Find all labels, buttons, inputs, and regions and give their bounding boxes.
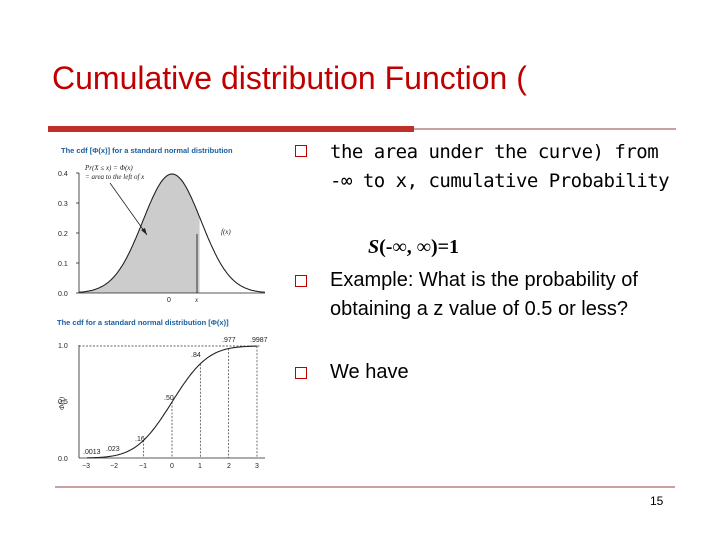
page-number: 15 <box>650 494 664 508</box>
cdf-point-label: .84 <box>191 352 201 359</box>
cdf-point-label: .0013 <box>83 449 101 456</box>
cdf-y-tick: 0.5 <box>58 399 68 406</box>
pdf-annotation: = area to the left of x <box>85 173 145 181</box>
annotation-arrow <box>109 182 148 236</box>
cdf-point-label: .9987 <box>250 337 268 344</box>
cdf-y-axis-label: Φ(x) <box>58 396 66 410</box>
pdf-y-tick: 0.0 <box>58 291 68 298</box>
cdf-x-tick: 2 <box>227 463 231 470</box>
cdf-curve <box>87 345 257 459</box>
cdf-x-tick: 1 <box>198 463 202 470</box>
title-underline-thin <box>414 128 676 130</box>
pdf-figure-title: The cdf [Φ(x)] for a standard normal dis… <box>61 146 233 155</box>
cdf-point-label: .023 <box>106 446 120 453</box>
formula-args: (-∞, ∞)=1 <box>379 236 460 258</box>
cdf-y-tick: 0.0 <box>58 456 68 463</box>
pdf-curve <box>78 173 266 293</box>
title-underline <box>48 126 414 132</box>
normal-cdf-figure: The cdf for a standard normal distributi… <box>55 312 270 477</box>
annotation-arrowhead <box>141 228 147 235</box>
bullet-text: We have <box>330 361 409 383</box>
bullet-text: the area under the curve) from -∞ to x, … <box>330 141 670 192</box>
pdf-y-tick: 0.2 <box>58 231 68 238</box>
cdf-x-tick: 3 <box>255 463 259 470</box>
cdf-figure-title: The cdf for a standard normal distributi… <box>57 318 229 327</box>
pdf-annotation: Pr(X ≤ x) = Φ(x) <box>84 164 133 172</box>
cdf-point-label: .16 <box>135 436 145 443</box>
cdf-point-label: .977 <box>222 337 236 344</box>
pdf-y-tick: 0.4 <box>58 171 68 178</box>
pdf-x-tick: x <box>194 296 199 304</box>
pdf-x-tick: 0 <box>167 297 171 304</box>
pdf-y-tick: 0.1 <box>58 261 68 268</box>
cdf-x-tick: −1 <box>139 463 147 470</box>
cdf-x-tick: −2 <box>110 463 118 470</box>
footer-rule <box>55 486 675 488</box>
formula: S(-∞, ∞)=1 <box>368 236 459 259</box>
shaded-area <box>79 174 200 293</box>
normal-pdf-figure: The cdf [Φ(x)] for a standard normal dis… <box>55 140 270 305</box>
bullet-text: Example: What is the probability of obta… <box>330 269 638 320</box>
bullet-marker <box>295 272 307 292</box>
bullet-marker <box>295 364 307 384</box>
cdf-x-tick: 0 <box>170 463 174 470</box>
formula-symbol: S <box>368 236 380 258</box>
slide-title: Cumulative distribution Function ( <box>52 60 527 96</box>
cdf-point-label: .50 <box>164 395 174 402</box>
pdf-curve-label: f(x) <box>221 228 231 236</box>
cdf-x-tick: −3 <box>82 463 90 470</box>
pdf-y-tick: 0.3 <box>58 201 68 208</box>
bullet-marker <box>295 142 307 162</box>
cdf-y-tick: 1.0 <box>58 343 68 350</box>
